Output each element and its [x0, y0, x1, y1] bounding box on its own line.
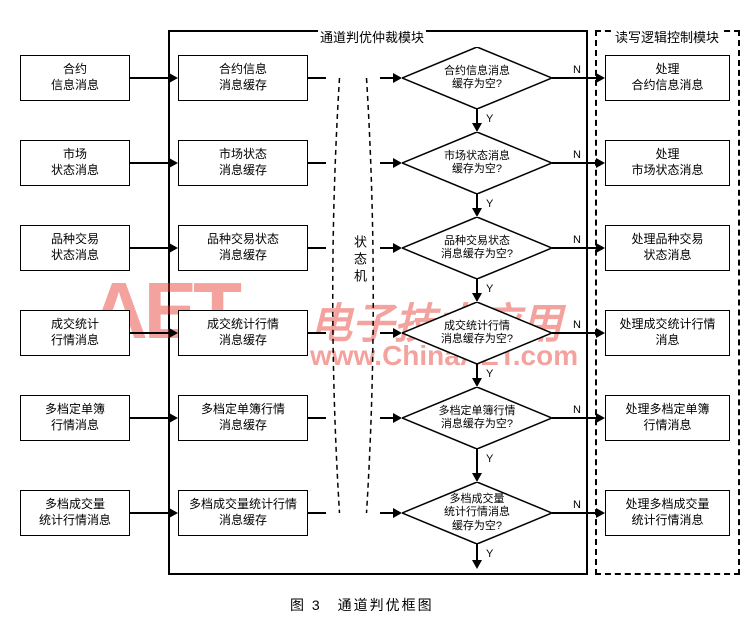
input-5: 多档成交量统计行情消息	[20, 490, 130, 536]
state-machine-label: 状态机	[350, 235, 369, 286]
decision-4: 多档定单簿行情消息缓存为空?	[402, 387, 552, 449]
input-1: 市场状态消息	[20, 140, 130, 186]
input-3: 成交统计行情消息	[20, 310, 130, 356]
n-label-5: N	[572, 499, 582, 511]
decision-3: 成交统计行情消息缓存为空?	[402, 302, 552, 364]
y-label-3: Y	[485, 368, 494, 380]
y-label-4: Y	[485, 453, 494, 465]
arbiter-title: 通道判优仲裁模块	[318, 27, 426, 46]
y-label-0: Y	[485, 113, 494, 125]
n-label-4: N	[572, 404, 582, 416]
decision-1: 市场状态消息缓存为空?	[402, 132, 552, 194]
input-0: 合约信息消息	[20, 55, 130, 101]
n-label-2: N	[572, 234, 582, 246]
decision-5: 多档成交量统计行情消息缓存为空?	[402, 482, 552, 544]
state-machine-curve	[326, 68, 380, 523]
y-label-1: Y	[485, 198, 494, 210]
buffer-4: 多档定单簿行情消息缓存	[178, 395, 308, 441]
process-2: 处理品种交易状态消息	[605, 225, 730, 271]
n-label-3: N	[572, 319, 582, 331]
decision-2: 品种交易状态消息缓存为空?	[402, 217, 552, 279]
buffer-1: 市场状态消息缓存	[178, 140, 308, 186]
n-label-1: N	[572, 149, 582, 161]
process-5: 处理多档成交量统计行情消息	[605, 490, 730, 536]
decision-0: 合约信息消息缓存为空?	[402, 47, 552, 109]
y-label-2: Y	[485, 283, 494, 295]
input-2: 品种交易状态消息	[20, 225, 130, 271]
process-1: 处理市场状态消息	[605, 140, 730, 186]
y-label-5: Y	[485, 548, 494, 560]
buffer-5: 多档成交量统计行情消息缓存	[178, 490, 308, 536]
n-label-0: N	[572, 64, 582, 76]
buffer-0: 合约信息消息缓存	[178, 55, 308, 101]
process-0: 处理合约信息消息	[605, 55, 730, 101]
rw-title: 读写逻辑控制模块	[613, 27, 721, 46]
input-4: 多档定单簿行情消息	[20, 395, 130, 441]
buffer-3: 成交统计行情消息缓存	[178, 310, 308, 356]
process-4: 处理多档定单簿行情消息	[605, 395, 730, 441]
process-3: 处理成交统计行情消息	[605, 310, 730, 356]
buffer-2: 品种交易状态消息缓存	[178, 225, 308, 271]
figure-caption: 图 3 通道判优框图	[290, 595, 434, 615]
